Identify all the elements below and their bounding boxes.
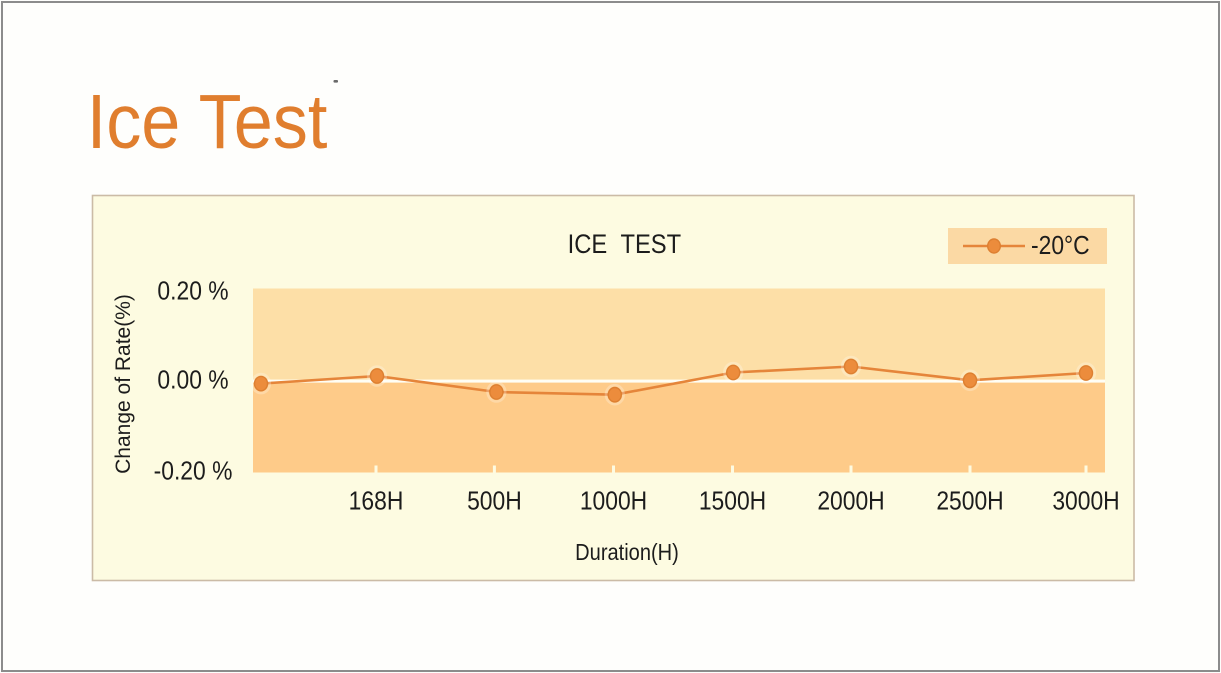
svg-text:Duration(H): Duration(H)	[575, 540, 679, 565]
svg-text:168H: 168H	[349, 487, 404, 516]
svg-text:-20°C: -20°C	[1031, 232, 1090, 261]
svg-text:500H: 500H	[467, 487, 522, 516]
svg-text:Ice Test: Ice Test	[87, 78, 328, 165]
svg-text:2500H: 2500H	[936, 487, 1003, 516]
svg-text:Change of Rate(%): Change of Rate(%)	[112, 294, 135, 474]
svg-text:3000H: 3000H	[1052, 487, 1119, 516]
svg-text:-0.20 %: -0.20 %	[154, 457, 233, 486]
svg-text:1000H: 1000H	[580, 487, 647, 516]
svg-text:0.00 %: 0.00 %	[157, 366, 228, 395]
svg-text:1500H: 1500H	[699, 487, 766, 516]
svg-text:2000H: 2000H	[817, 487, 884, 516]
svg-text:ICE TEST: ICE TEST	[568, 230, 681, 260]
svg-text:0.20 %: 0.20 %	[157, 277, 228, 306]
